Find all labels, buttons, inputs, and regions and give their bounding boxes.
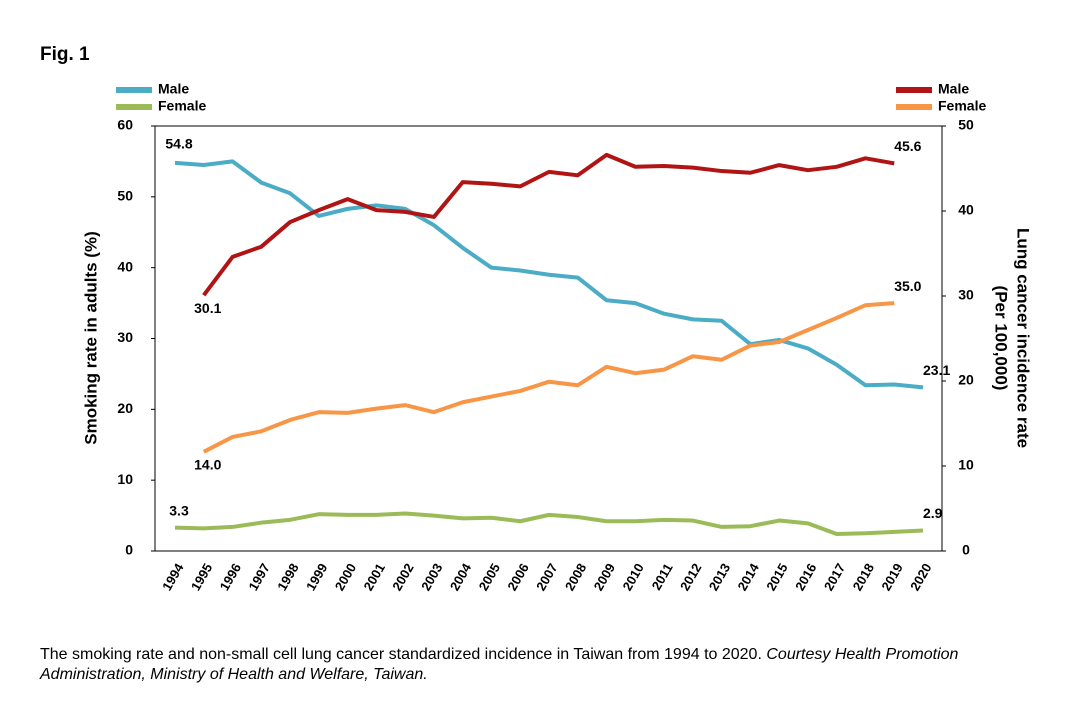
x-tick-label: 2006 <box>504 561 531 594</box>
y2-tick-label: 40 <box>958 202 974 218</box>
x-tick-label: 2015 <box>763 561 790 594</box>
data-label: 30.1 <box>194 300 221 316</box>
line-series <box>174 511 924 536</box>
x-tick-label: 2005 <box>476 561 503 594</box>
data-label: 23.1 <box>923 362 950 378</box>
y2-axis-label: Lung cancer incidence rate <box>1014 228 1033 448</box>
y-tick-label: 50 <box>117 188 133 204</box>
data-label: 54.8 <box>165 136 192 152</box>
x-tick-label: 1998 <box>274 561 301 594</box>
legend-swatch <box>116 104 152 110</box>
x-tick-label: 2011 <box>649 561 676 593</box>
line-series <box>174 159 924 390</box>
x-tick-label: 2013 <box>706 561 733 594</box>
y2-tick-label: 20 <box>958 372 974 388</box>
x-tick-label: 1997 <box>245 561 272 594</box>
figure-label: Fig. 1 <box>40 44 90 65</box>
line-series <box>202 301 895 454</box>
x-tick-label: 2009 <box>591 561 618 594</box>
y-tick-label: 20 <box>117 400 133 416</box>
x-tick-label: 1996 <box>217 561 244 594</box>
x-tick-label: 2014 <box>735 560 763 593</box>
x-tick-label: 2017 <box>821 561 848 594</box>
legend-swatch <box>116 87 152 93</box>
plot-frame <box>154 125 943 552</box>
x-tick-label: 2010 <box>619 561 646 594</box>
data-label: 3.3 <box>169 502 189 518</box>
y2-axis-label: (Per 100,000) <box>992 286 1011 391</box>
x-tick-label: 2012 <box>677 561 704 594</box>
y2-tick-label: 30 <box>958 287 974 303</box>
x-tick-label: 2016 <box>792 561 819 594</box>
legend-swatch <box>896 87 932 93</box>
legend-label: Male <box>158 81 189 97</box>
line-series <box>202 152 895 297</box>
legend-label: Male <box>938 81 969 97</box>
y-tick-label: 40 <box>117 258 133 274</box>
data-label: 14.0 <box>194 457 221 473</box>
x-tick-label: 2018 <box>850 561 877 594</box>
x-tick-label: 1994 <box>159 560 187 593</box>
y2-tick-label: 50 <box>958 117 974 133</box>
x-tick-label: 2002 <box>389 561 416 594</box>
chart: Fig. 1 Smoking rate in adults (%) Lung c… <box>40 44 1033 594</box>
x-tick-label: 2007 <box>533 561 560 594</box>
x-tick-label: 2019 <box>878 561 905 594</box>
y-axis-label: Smoking rate in adults (%) <box>81 231 100 444</box>
x-tick-label: 2000 <box>332 561 359 594</box>
y-tick-label: 60 <box>117 117 133 133</box>
caption-text: The smoking rate and non-small cell lung… <box>40 646 762 663</box>
y-tick-label: 30 <box>117 329 133 345</box>
x-tick-label: 2008 <box>562 561 589 594</box>
data-label: 35.0 <box>894 278 921 294</box>
x-tick-label: 1999 <box>303 561 330 594</box>
legend-label: Female <box>938 98 986 114</box>
y2-tick-label: 0 <box>962 542 970 558</box>
credit: Courtesy Health Promotion Administration… <box>40 646 959 683</box>
caption: The smoking rate and non-small cell lung… <box>40 645 1030 685</box>
x-tick-label: 2001 <box>361 561 388 594</box>
x-tick-label: 2003 <box>418 561 445 594</box>
legend-label: Female <box>158 98 206 114</box>
x-tick-label: 2020 <box>907 561 934 594</box>
y2-tick-label: 10 <box>958 457 974 473</box>
data-label: 45.6 <box>894 138 921 154</box>
data-label: 2.9 <box>923 505 943 521</box>
y-tick-label: 0 <box>125 542 133 558</box>
y-tick-label: 10 <box>117 471 133 487</box>
x-tick-label: 1995 <box>188 561 215 594</box>
x-tick-label: 2004 <box>447 560 475 593</box>
legend-swatch <box>896 104 932 110</box>
